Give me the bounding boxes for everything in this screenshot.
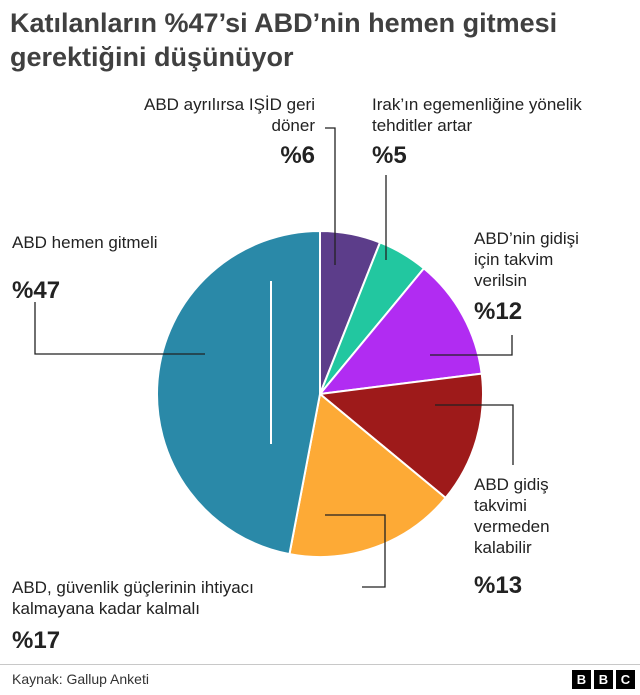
pct-takvim: %12	[474, 298, 523, 325]
label-kalabilir: ABD gidiş takvimi vermeden kalabilir	[474, 474, 634, 558]
label-takvim: ABD’nin gidişi için takvim verilsin	[474, 228, 634, 291]
chart-title: Katılanların %47’si ABD’nin hemen gitmes…	[10, 6, 630, 74]
leader-line-isid	[325, 127, 336, 265]
label-isid-line2: döner	[271, 116, 315, 135]
label-isid-line1: ABD ayrılırsa IŞİD geri	[144, 95, 315, 114]
label-kalabilir-line1: ABD gidiş	[474, 475, 549, 494]
label-kalabilir-line2: takvimi	[474, 496, 527, 515]
pie-slice-takvim	[317, 266, 483, 396]
leader-line-takvim	[430, 335, 513, 356]
label-irak-line2: tehditler artar	[372, 116, 473, 135]
pie-slice-hemen	[156, 229, 321, 556]
bbc-logo-b2: B	[594, 670, 613, 689]
label-hemen-line1: ABD hemen gitmeli	[12, 233, 158, 252]
label-guvenlik-line2: kalmayana kadar kalmalı	[12, 599, 201, 618]
leader-line-kalabilir	[435, 404, 514, 465]
label-guvenlik-line1: ABD, güvenlik güçlerinin ihtiyacı	[12, 578, 254, 597]
pct-isid: %6	[280, 142, 315, 169]
leader-line-guvenlik	[325, 514, 386, 588]
pct-irak: %5	[372, 142, 407, 169]
label-irak: Irak’ın egemenliğine yönelik tehditler a…	[372, 94, 632, 136]
bbc-logo-c: C	[616, 670, 635, 689]
leader-lines	[34, 127, 514, 588]
pie-slice-guvenlik	[288, 392, 448, 558]
label-guvenlik: ABD, güvenlik güçlerinin ihtiyacı kalmay…	[12, 577, 362, 619]
label-takvim-line1: ABD’nin gidişi	[474, 229, 579, 248]
source-text: Kaynak: Gallup Anketi	[12, 671, 149, 687]
leader-line-hemen	[34, 302, 205, 355]
chart-title-line1: Katılanların %47’si ABD’nin hemen gitmes…	[10, 8, 558, 38]
label-kalabilir-line3: vermeden	[474, 517, 550, 536]
label-isid: ABD ayrılırsa IŞİD geri döner	[110, 94, 315, 136]
pct-guvenlik: %17	[12, 627, 61, 654]
pct-hemen: %47	[12, 277, 61, 304]
footer-divider	[0, 664, 640, 665]
label-takvim-line3: verilsin	[474, 271, 527, 290]
bbc-logo-b1: B	[572, 670, 591, 689]
label-irak-line1: Irak’ın egemenliğine yönelik	[372, 95, 582, 114]
label-hemen: ABD hemen gitmeli	[12, 232, 232, 253]
label-takvim-line2: için takvim	[474, 250, 554, 269]
label-kalabilir-line4: kalabilir	[474, 538, 532, 557]
chart-title-line2: gerektiğini düşünüyor	[10, 42, 294, 72]
pie-slices	[156, 229, 484, 558]
bbc-logo: B B C	[572, 670, 635, 689]
pct-kalabilir: %13	[474, 572, 523, 599]
